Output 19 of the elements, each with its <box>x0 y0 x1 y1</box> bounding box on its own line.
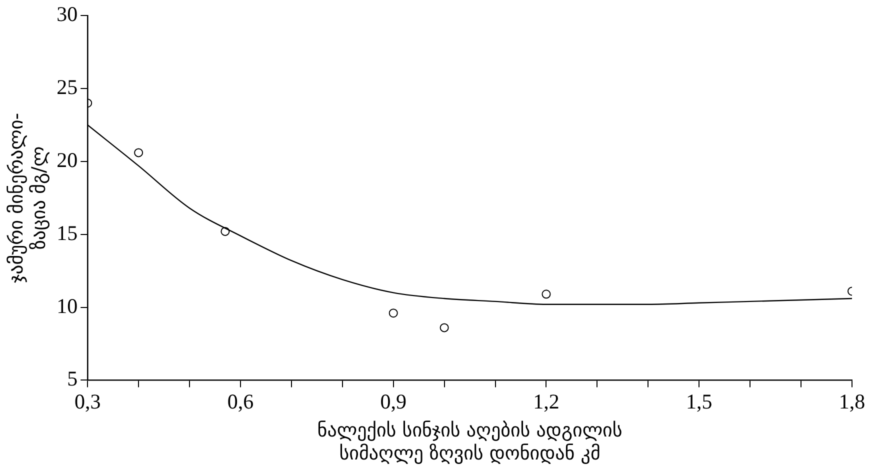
x-tick-label: 0,6 <box>227 389 254 414</box>
point <box>220 226 230 236</box>
y-tick-label: 10 <box>56 294 78 318</box>
y-tick-label: 25 <box>56 75 78 100</box>
x-axis-title: ნალექის სინჯის აღების ადგილის სიმაღლე ზღვის დონიდან კმ <box>317 420 622 465</box>
y-tick-label: 20 <box>56 148 78 172</box>
x-tick-label: 1,2 <box>533 389 560 414</box>
y-tick-label: 5 <box>67 366 78 391</box>
point <box>134 148 144 158</box>
point <box>542 290 551 299</box>
y-tick-label: 15 <box>56 220 78 245</box>
point <box>388 308 398 318</box>
point <box>440 323 449 332</box>
x-tick-label: 1,5 <box>686 389 712 414</box>
y-axis-title: ჯამური მინერალი-ზაცია მგ/ლ <box>5 112 50 283</box>
x-tick-label: 0,3 <box>74 389 101 414</box>
x-tick-label: 0,9 <box>380 389 406 414</box>
y-tick-label: 30 <box>56 2 78 26</box>
x-tick-label: 1,8 <box>838 389 866 414</box>
